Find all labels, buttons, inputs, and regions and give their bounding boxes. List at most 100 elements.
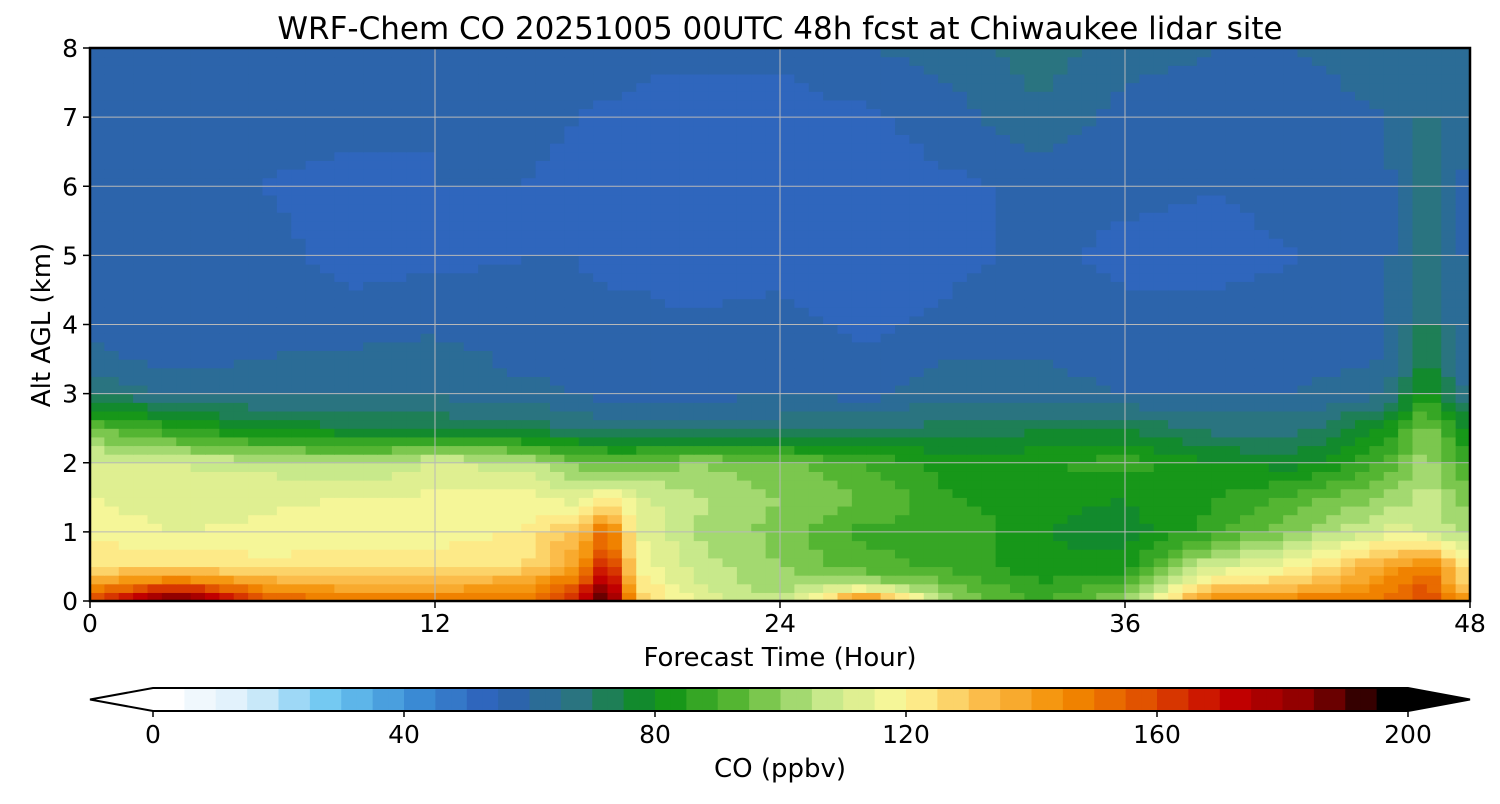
heatmap-cell bbox=[1081, 264, 1097, 274]
heatmap-cell bbox=[478, 540, 494, 550]
heatmap-cell bbox=[636, 557, 652, 568]
heatmap-cell bbox=[1125, 246, 1140, 256]
heatmap-cell bbox=[1311, 454, 1327, 464]
heatmap-cell bbox=[1398, 505, 1414, 516]
heatmap-cell bbox=[1110, 419, 1126, 429]
heatmap-cell bbox=[478, 350, 494, 360]
heatmap-cell bbox=[1110, 168, 1126, 179]
heatmap-cell bbox=[909, 540, 925, 550]
heatmap-cell bbox=[1240, 307, 1255, 317]
heatmap-cell bbox=[463, 212, 479, 222]
heatmap-cell bbox=[1225, 264, 1241, 274]
heatmap-cell bbox=[1081, 151, 1097, 161]
heatmap-cell bbox=[248, 350, 264, 360]
heatmap-cell bbox=[1355, 505, 1370, 516]
heatmap-cell bbox=[1340, 194, 1356, 205]
heatmap-cell bbox=[1139, 298, 1155, 308]
heatmap-cell bbox=[966, 419, 982, 429]
heatmap-cell bbox=[1441, 557, 1457, 568]
heatmap-cell bbox=[722, 194, 738, 205]
heatmap-cell bbox=[1254, 384, 1270, 395]
heatmap-cell bbox=[176, 350, 192, 360]
heatmap-cell bbox=[708, 272, 724, 282]
heatmap-cell bbox=[435, 376, 450, 386]
heatmap-cell bbox=[981, 454, 997, 464]
heatmap-cell bbox=[736, 324, 752, 334]
heatmap-cell bbox=[1383, 203, 1399, 213]
heatmap-cell bbox=[895, 350, 910, 360]
heatmap-cell bbox=[420, 480, 436, 490]
heatmap-cell bbox=[104, 531, 120, 542]
heatmap-cell bbox=[1254, 436, 1270, 447]
heatmap-cell bbox=[1096, 151, 1112, 161]
heatmap-cell bbox=[435, 462, 450, 472]
heatmap-cell bbox=[1383, 350, 1399, 360]
heatmap-cell bbox=[1139, 272, 1155, 282]
heatmap-cell bbox=[1240, 168, 1255, 179]
heatmap-cell bbox=[1168, 289, 1184, 300]
heatmap-cell bbox=[449, 384, 465, 395]
heatmap-cell bbox=[1383, 367, 1399, 377]
heatmap-cell bbox=[564, 583, 580, 593]
heatmap-cell bbox=[578, 480, 594, 490]
heatmap-cell bbox=[851, 220, 867, 231]
heatmap-cell bbox=[550, 272, 565, 282]
heatmap-cell bbox=[636, 488, 652, 498]
heatmap-cell bbox=[176, 220, 192, 231]
heatmap-cell bbox=[1010, 212, 1025, 222]
heatmap-cell bbox=[1010, 367, 1025, 377]
heatmap-cell bbox=[104, 194, 120, 205]
heatmap-cell bbox=[1369, 246, 1385, 256]
heatmap-cell bbox=[722, 324, 738, 334]
heatmap-cell bbox=[219, 151, 235, 161]
heatmap-cell bbox=[1398, 168, 1414, 179]
heatmap-cell bbox=[492, 402, 508, 412]
heatmap-cell bbox=[391, 575, 407, 585]
heatmap-cell bbox=[751, 229, 767, 239]
heatmap-cell bbox=[1038, 505, 1054, 516]
heatmap-cell bbox=[406, 350, 422, 360]
heatmap-cell bbox=[521, 186, 537, 196]
heatmap-cell bbox=[233, 264, 249, 274]
heatmap-cell bbox=[190, 592, 206, 602]
heatmap-cell bbox=[736, 160, 752, 170]
heatmap-cell bbox=[607, 177, 623, 187]
heatmap-cell bbox=[578, 203, 594, 213]
heatmap-cell bbox=[1024, 264, 1040, 274]
heatmap-cell bbox=[1283, 315, 1299, 326]
heatmap-cell bbox=[262, 583, 278, 593]
heatmap-cell bbox=[1110, 592, 1126, 602]
heatmap-cell bbox=[377, 531, 393, 542]
heatmap-cell bbox=[665, 350, 680, 360]
heatmap-cell bbox=[564, 281, 580, 291]
heatmap-cell bbox=[90, 540, 105, 550]
heatmap-cell bbox=[823, 238, 839, 248]
heatmap-cell bbox=[823, 592, 839, 602]
heatmap-cell bbox=[233, 333, 249, 343]
heatmap-cell bbox=[607, 203, 623, 213]
heatmap-cell bbox=[233, 488, 249, 498]
heatmap-cell bbox=[506, 212, 522, 222]
heatmap-cell bbox=[736, 436, 752, 447]
heatmap-cell bbox=[1096, 350, 1112, 360]
heatmap-cell bbox=[133, 384, 149, 395]
heatmap-cell bbox=[621, 168, 637, 179]
heatmap-cell bbox=[406, 575, 422, 585]
heatmap-cell bbox=[851, 566, 867, 576]
heatmap-cell bbox=[722, 212, 738, 222]
heatmap-cell bbox=[823, 514, 839, 524]
heatmap-cell bbox=[1355, 246, 1370, 256]
heatmap-cell bbox=[1311, 160, 1327, 170]
heatmap-cell bbox=[248, 436, 264, 447]
heatmap-cell bbox=[851, 367, 867, 377]
heatmap-cell bbox=[1024, 583, 1040, 593]
heatmap-cell bbox=[1096, 333, 1112, 343]
heatmap-cell bbox=[1340, 566, 1356, 576]
heatmap-cell bbox=[823, 471, 839, 481]
heatmap-cell bbox=[90, 264, 105, 274]
heatmap-cell bbox=[334, 151, 350, 161]
heatmap-cell bbox=[133, 151, 149, 161]
heatmap-cell bbox=[621, 333, 637, 343]
heatmap-cell bbox=[463, 289, 479, 300]
heatmap-cell bbox=[607, 428, 623, 438]
